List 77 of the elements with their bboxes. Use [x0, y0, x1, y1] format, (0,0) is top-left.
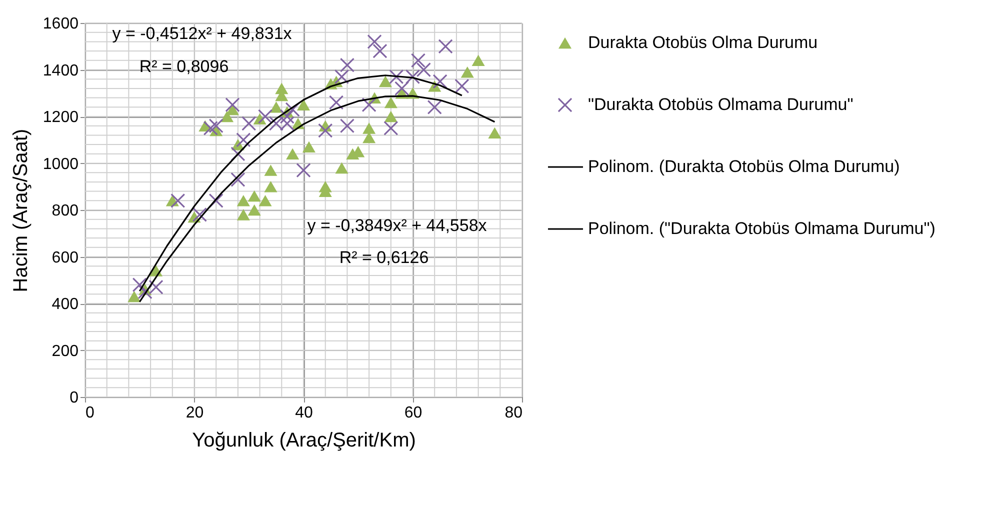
- point: [258, 109, 273, 124]
- point: [236, 132, 251, 148]
- point: [236, 195, 250, 206]
- point: [410, 53, 426, 68]
- legend-label: "Durakta Otobüs Olmama Durumu": [588, 95, 854, 114]
- legend-label: Durakta Otobüs Olma Durumu: [588, 33, 818, 52]
- point: [340, 58, 355, 72]
- legend-label: Polinom. (Durakta Otobüs Olma Durumu): [588, 157, 900, 176]
- point: [384, 110, 398, 122]
- annotation: y = -0,3849x² + 44,558x: [307, 216, 488, 235]
- point: [335, 162, 348, 174]
- point: [248, 204, 261, 216]
- point: [280, 109, 294, 124]
- point: [264, 180, 278, 192]
- point: [362, 97, 376, 112]
- x-tick-label: 20: [186, 404, 204, 422]
- point: [416, 62, 431, 78]
- x-axis-title: Yoğunluk (Araç/Şerit/Km): [192, 430, 416, 452]
- y-tick-label: 1000: [42, 156, 79, 173]
- point: [328, 95, 344, 110]
- y-tick-label: 800: [52, 202, 79, 220]
- point: [384, 120, 398, 136]
- point: [286, 148, 300, 160]
- legend-label: Polinom. ("Durakta Otobüs Olmama Durumu"): [588, 219, 936, 238]
- point: [472, 54, 485, 66]
- y-tick-label: 400: [52, 296, 79, 313]
- point: [208, 193, 224, 208]
- y-tick-label: 0: [70, 390, 79, 406]
- point: [302, 141, 316, 153]
- y-tick-label: 1200: [42, 109, 79, 126]
- annotation: R² = 0,8096: [139, 57, 229, 76]
- y-tick-label: 1400: [42, 62, 79, 80]
- point: [296, 162, 311, 178]
- x-tick-label: 40: [295, 404, 313, 422]
- point: [362, 132, 376, 144]
- point: [242, 116, 256, 131]
- point: [454, 78, 470, 94]
- point: [367, 34, 382, 50]
- point: [132, 277, 147, 292]
- point: [285, 102, 300, 117]
- point: [148, 280, 164, 294]
- point: [170, 193, 186, 208]
- point: [192, 207, 208, 222]
- y-tick-label: 200: [52, 342, 79, 360]
- point: [258, 195, 272, 206]
- point: [394, 81, 410, 96]
- point: [270, 102, 283, 113]
- point: [296, 99, 310, 110]
- point: [432, 74, 448, 89]
- point: [340, 118, 355, 134]
- x-tick-label: 60: [404, 404, 422, 422]
- annotation: y = -0,4512x² + 49,831x: [112, 24, 292, 43]
- point: [334, 69, 350, 84]
- x-tick-label: 0: [86, 404, 94, 422]
- point: [488, 127, 502, 139]
- point: [203, 120, 218, 136]
- point: [362, 122, 376, 134]
- point: [318, 123, 333, 138]
- point: [128, 290, 141, 302]
- point: [438, 39, 453, 54]
- point: [230, 172, 246, 187]
- point: [236, 209, 250, 220]
- point: [208, 118, 224, 134]
- point: [372, 44, 388, 58]
- annotation: R² = 0,6126: [339, 248, 429, 267]
- point: [138, 284, 152, 300]
- x-tick-label: 80: [504, 404, 523, 422]
- y-axis-title: Hacim (Araç/Saat): [10, 128, 32, 292]
- point: [264, 164, 278, 176]
- point: [378, 76, 392, 88]
- point: [460, 66, 474, 78]
- y-tick-label: 1600: [42, 16, 79, 32]
- point: [384, 96, 398, 108]
- point: [248, 190, 261, 202]
- y-tick-label: 600: [52, 249, 79, 266]
- point: [225, 97, 240, 112]
- point: [427, 100, 442, 114]
